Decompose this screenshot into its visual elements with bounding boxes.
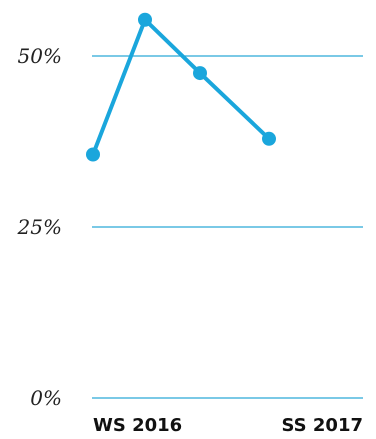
series	[86, 12, 276, 162]
x-tick-label: SS 2017	[282, 415, 363, 436]
gridlines	[92, 55, 363, 399]
y-tick-label: 0%	[30, 386, 62, 410]
data-point	[262, 131, 276, 146]
y-tick-label: 50%	[18, 44, 62, 68]
y-axis-tick-labels: 0% 25% 50%	[17, 44, 62, 410]
series-line	[91, 17, 271, 157]
y-tick-label: 25%	[17, 215, 62, 239]
data-point	[86, 147, 100, 162]
data-point	[138, 12, 152, 27]
x-tick-label: WS 2016	[93, 415, 182, 436]
x-axis-tick-labels: WS 2016 SS 2017	[93, 415, 363, 436]
data-point	[193, 66, 207, 81]
